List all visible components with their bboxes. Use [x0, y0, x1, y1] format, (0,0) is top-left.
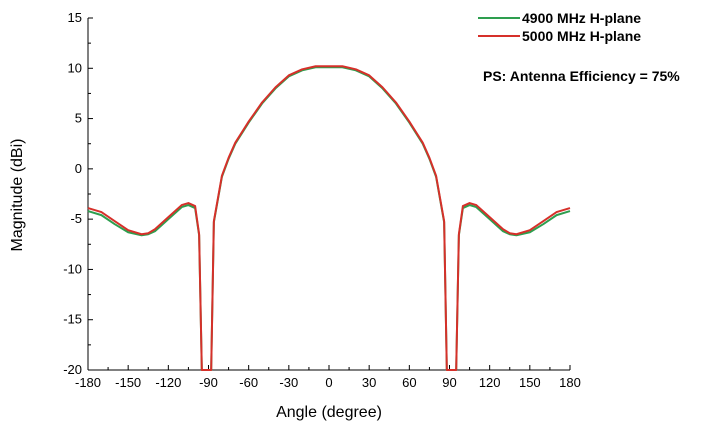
x-tick-label: -180 — [75, 375, 101, 390]
series-group — [87, 65, 571, 371]
annotation: PS: Antenna Efficiency = 75% — [483, 68, 680, 84]
x-tick-label: 90 — [442, 375, 456, 390]
x-tick-label: 150 — [519, 375, 541, 390]
x-tick-label: 30 — [362, 375, 376, 390]
y-tick-label: -15 — [63, 312, 82, 327]
series-line-1 — [87, 66, 571, 371]
x-axis-title: Angle (degree) — [276, 404, 382, 421]
legend-label-2: 5000 MHz H-plane — [522, 28, 641, 44]
ticks: -180 -150 -120 -90 -60 -30 0 30 60 90 120 150 180-20… — [63, 10, 581, 390]
x-tick-label: -30 — [279, 375, 298, 390]
y-tick-label: 15 — [68, 10, 82, 25]
x-tick-label: 60 — [402, 375, 416, 390]
x-tick-label: 180 — [559, 375, 581, 390]
x-tick-label: -150 — [115, 375, 141, 390]
x-tick-label: -120 — [155, 375, 181, 390]
y-tick-label: 0 — [75, 161, 82, 176]
x-tick-label: -60 — [239, 375, 258, 390]
y-tick-label: -10 — [63, 261, 82, 276]
x-tick-label: 120 — [479, 375, 501, 390]
legend-label-1: 4900 MHz H-plane — [522, 10, 641, 26]
y-axis-title: Magnitude (dBi) — [9, 139, 26, 252]
y-tick-label: -20 — [63, 362, 82, 377]
x-tick-label: -90 — [199, 375, 218, 390]
x-tick-label: 0 — [325, 375, 332, 390]
y-tick-label: -5 — [70, 211, 82, 226]
y-tick-label: 5 — [75, 111, 82, 126]
series-line-2 — [87, 65, 571, 371]
y-tick-label: 10 — [68, 60, 82, 75]
legend: 4900 MHz H-plane 5000 MHz H-plane — [478, 10, 641, 44]
